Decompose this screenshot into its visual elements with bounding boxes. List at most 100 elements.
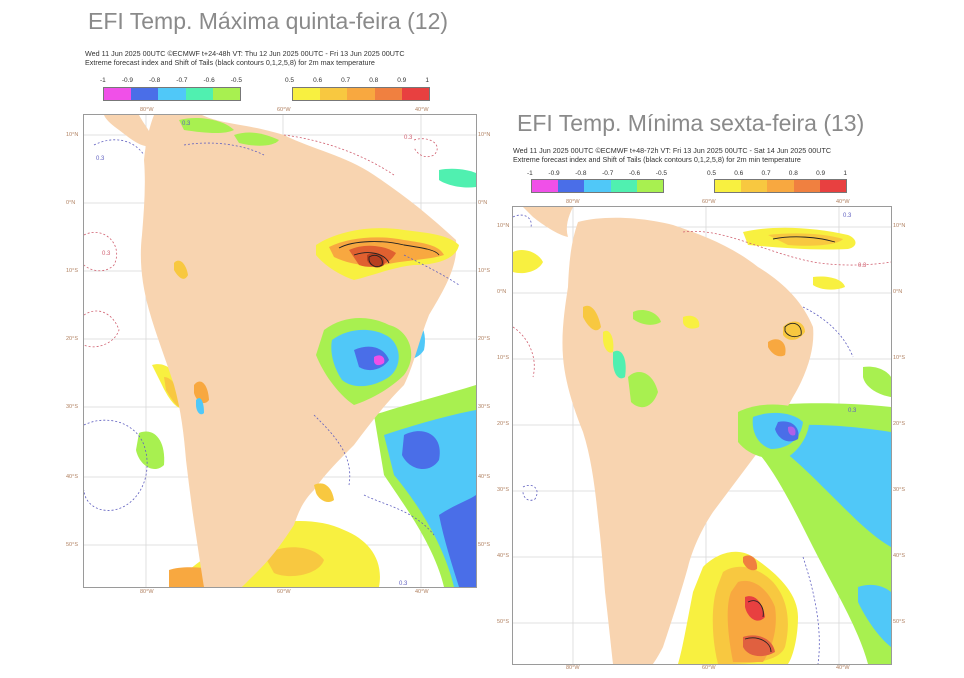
tick: -0.9: [121, 77, 134, 84]
tick: -0.7: [602, 170, 614, 177]
tick: 0.5: [285, 77, 295, 84]
lon-label: 80°W: [566, 665, 580, 671]
legend-negative-ticks: -1 -0.9 -0.8 -0.7 -0.6 -0.5: [100, 77, 242, 84]
swatch: [320, 88, 348, 100]
swatch: [741, 180, 768, 192]
lat-label: 40°S: [478, 474, 490, 480]
lat-label: 30°S: [478, 404, 490, 410]
lon-label: 80°W: [140, 107, 154, 113]
tick: 1: [425, 77, 429, 84]
swatch: [158, 88, 186, 100]
panel-meta-line1: Wed 11 Jun 2025 00UTC ©ECMWF t+48-72h VT…: [513, 146, 832, 155]
lat-label: 10°N: [893, 223, 906, 229]
lon-label: 60°W: [702, 665, 716, 671]
swatch: [819, 180, 847, 192]
tick: 0.6: [734, 170, 744, 177]
svg-text:0.3: 0.3: [404, 135, 413, 141]
efi-min-temp-map: 0.3 0.3 0.3: [512, 206, 892, 665]
swatch: [767, 180, 794, 192]
lat-label: 30°S: [497, 487, 509, 493]
tick: -1: [100, 77, 106, 84]
tick: -0.9: [548, 170, 560, 177]
lat-label: 0°N: [893, 289, 903, 295]
tick: 1: [843, 170, 847, 177]
tick: 0.7: [761, 170, 771, 177]
swatch: [401, 88, 430, 100]
tick: 0.6: [313, 77, 323, 84]
swatch: [185, 88, 213, 100]
lon-label: 40°W: [415, 107, 429, 113]
map-canvas: 0.3 0.3 0.3: [513, 207, 891, 664]
swatch: [212, 88, 241, 100]
svg-text:0.3: 0.3: [848, 408, 857, 414]
tick: 0.8: [369, 77, 379, 84]
swatch: [131, 88, 159, 100]
legend-negative-colorbar: [103, 87, 241, 101]
swatch: [347, 88, 375, 100]
tick: 0.5: [707, 170, 717, 177]
lat-label: 40°S: [893, 553, 905, 559]
swatch: [532, 180, 559, 192]
swatch: [374, 88, 402, 100]
lat-label: 40°S: [497, 553, 509, 559]
legend-positive-ticks: 0.5 0.6 0.7 0.8 0.9 1: [285, 77, 429, 84]
tick: -0.6: [203, 77, 215, 84]
lat-label: 0°N: [478, 200, 488, 206]
swatch: [793, 180, 820, 192]
legend-negative-ticks: -1 -0.9 -0.8 -0.7 -0.6 -0.5: [527, 170, 667, 177]
lat-label: 0°N: [66, 200, 76, 206]
lat-label: 30°S: [66, 404, 78, 410]
lat-label: 10°N: [66, 132, 79, 138]
swatch: [584, 180, 611, 192]
lon-label: 80°W: [566, 199, 580, 205]
panel-meta-line2: Extreme forecast index and Shift of Tail…: [513, 155, 801, 164]
lat-label: 0°N: [497, 289, 507, 295]
tick: -1: [527, 170, 533, 177]
lat-label: 10°S: [893, 355, 905, 361]
lon-label: 60°W: [702, 199, 716, 205]
panel-meta-line1: Wed 11 Jun 2025 00UTC ©ECMWF t+24-48h VT…: [85, 49, 405, 58]
svg-text:0.3: 0.3: [399, 581, 408, 587]
swatch: [636, 180, 664, 192]
legend-positive-colorbar: [292, 87, 430, 101]
lon-label: 40°W: [415, 589, 429, 595]
lon-label: 80°W: [140, 589, 154, 595]
legend-negative-colorbar: [531, 179, 664, 193]
swatch: [104, 88, 132, 100]
lat-label: 10°N: [497, 223, 510, 229]
tick: -0.5: [230, 77, 242, 84]
panel-meta-line2: Extreme forecast index and Shift of Tail…: [85, 58, 375, 67]
lat-label: 50°S: [66, 542, 78, 548]
tick: -0.6: [628, 170, 641, 177]
lat-label: 10°N: [478, 132, 491, 138]
panel-title: EFI Temp. Mínima sexta-feira (13): [517, 110, 865, 136]
svg-text:0.3: 0.3: [858, 263, 867, 269]
tick: 0.7: [341, 77, 351, 84]
lat-label: 10°S: [66, 268, 78, 274]
lat-label: 20°S: [893, 421, 905, 427]
lat-label: 50°S: [497, 619, 509, 625]
lat-label: 50°S: [478, 542, 490, 548]
svg-text:0.3: 0.3: [843, 213, 852, 219]
swatch: [610, 180, 637, 192]
svg-text:0.3: 0.3: [182, 121, 191, 127]
svg-text:0.3: 0.3: [102, 251, 111, 257]
tick: -0.8: [149, 77, 161, 84]
lat-label: 10°S: [497, 355, 509, 361]
efi-max-temp-map: 0.3 0.3 0.3 0.3 0.3: [83, 114, 477, 588]
lat-label: 50°S: [893, 619, 905, 625]
map-canvas: 0.3 0.3 0.3 0.3 0.3: [84, 115, 476, 587]
lat-label: 20°S: [478, 336, 490, 342]
tick: -0.5: [655, 170, 667, 177]
tick: -0.8: [575, 170, 587, 177]
lat-label: 20°S: [66, 336, 78, 342]
swatch: [293, 88, 321, 100]
lon-label: 60°W: [277, 589, 291, 595]
lat-label: 40°S: [66, 474, 78, 480]
legend-positive-ticks: 0.5 0.6 0.7 0.8 0.9 1: [707, 170, 847, 177]
lat-label: 30°S: [893, 487, 905, 493]
swatch: [558, 180, 585, 192]
panel-title: EFI Temp. Máxima quinta-feira (12): [88, 8, 449, 34]
lon-label: 60°W: [277, 107, 291, 113]
tick: 0.8: [788, 170, 798, 177]
